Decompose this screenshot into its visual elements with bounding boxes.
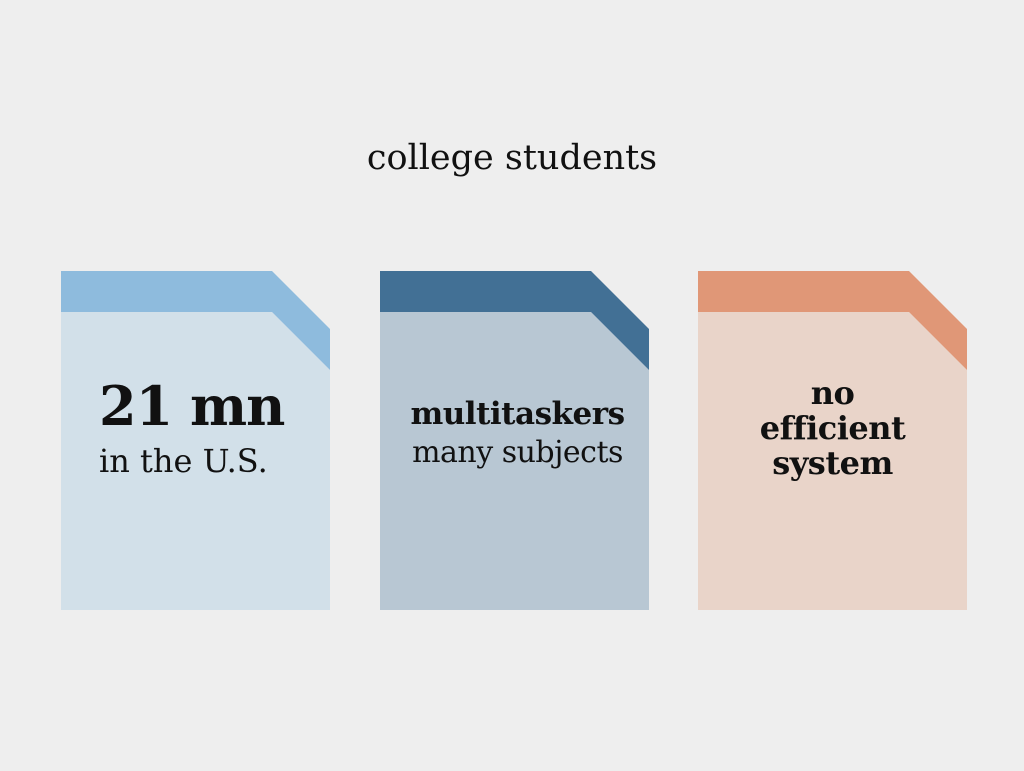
document-shape	[380, 271, 649, 610]
diagram-title: college students	[366, 138, 658, 178]
card-subline: many subjects	[412, 435, 623, 470]
card-line: efficient	[759, 409, 906, 447]
card-headline: 21 mn	[99, 374, 285, 438]
card-line: system	[772, 444, 893, 482]
document-shape	[698, 271, 967, 610]
stat-card-population: 21 mn in the U.S.	[61, 271, 330, 610]
card-subline: in the U.S.	[99, 442, 268, 480]
card-headline: multitaskers	[410, 396, 625, 432]
stat-card-multitaskers: multitaskers many subjects	[380, 271, 649, 610]
document-shape	[61, 271, 330, 610]
stat-card-system: no efficient system	[698, 271, 967, 610]
card-line: no	[810, 374, 855, 412]
